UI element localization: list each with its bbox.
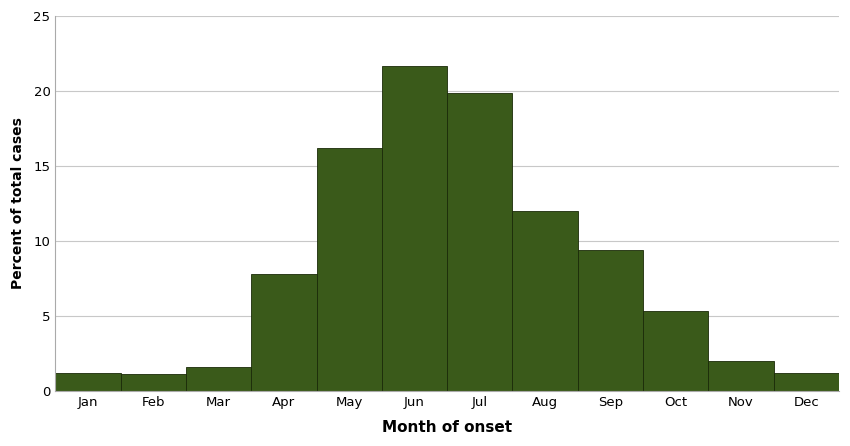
Bar [252,274,316,391]
Bar [643,311,708,391]
X-axis label: Month of onset: Month of onset [382,420,513,435]
Bar [513,211,578,391]
Bar [578,250,643,391]
Bar [121,375,186,391]
Y-axis label: Percent of total cases: Percent of total cases [11,118,26,289]
Bar [186,367,252,391]
Bar [708,361,774,391]
Bar [447,93,513,391]
Bar [774,373,839,391]
Bar [382,66,447,391]
Bar [55,373,121,391]
Bar [316,148,382,391]
